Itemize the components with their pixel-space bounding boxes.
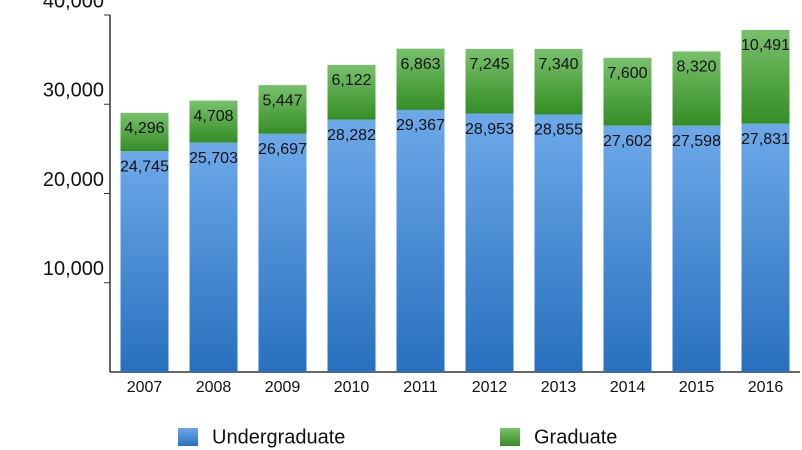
value-label: 7,340: [538, 56, 578, 73]
bar-segment: [534, 114, 583, 373]
value-label: 26,697: [258, 141, 307, 158]
value-label: 6,863: [400, 56, 440, 73]
value-label: 8,320: [676, 59, 716, 76]
bar-segment: [396, 48, 445, 110]
bar-segment: [189, 142, 238, 372]
legend-label: Graduate: [534, 426, 617, 448]
value-label: 7,600: [607, 65, 647, 82]
bar-segment: [327, 119, 376, 372]
y-tick-label: 40,000: [43, 0, 104, 12]
value-label: 27,831: [741, 131, 790, 148]
value-label: 25,703: [189, 150, 238, 167]
y-tick-label: 30,000: [43, 80, 104, 102]
bar-segment: [120, 151, 169, 372]
x-tick-label: 2010: [334, 379, 370, 396]
bar-segment: [672, 51, 721, 126]
legend-swatch: [178, 428, 198, 446]
value-label: 27,598: [672, 133, 721, 150]
y-tick-label: 20,000: [43, 169, 104, 191]
bar-segment: [258, 85, 307, 134]
bar-segment: [465, 113, 514, 372]
value-label: 7,245: [469, 56, 509, 73]
y-tick-label: 10,000: [43, 258, 104, 280]
bar-segment: [120, 112, 169, 152]
value-label: 4,296: [124, 120, 164, 137]
x-tick-label: 2014: [610, 379, 646, 396]
x-tick-label: 2016: [748, 379, 784, 396]
value-label: 28,282: [327, 127, 376, 144]
value-label: 5,447: [262, 92, 302, 109]
bar-segment: [741, 29, 790, 124]
x-tick-label: 2009: [265, 379, 301, 396]
bar-segment: [534, 48, 583, 115]
value-label: 27,602: [603, 133, 652, 150]
bar-segment: [465, 48, 514, 114]
x-tick-label: 2008: [196, 379, 232, 396]
bar-segment: [189, 100, 238, 143]
bar-segment: [672, 125, 721, 372]
x-tick-label: 2013: [541, 379, 577, 396]
value-label: 29,367: [396, 117, 445, 134]
value-label: 4,708: [193, 108, 233, 125]
bar-segment: [603, 125, 652, 372]
bar-segment: [741, 123, 790, 372]
value-label: 24,745: [120, 158, 169, 175]
legend-label: Undergraduate: [212, 426, 345, 448]
value-label: 28,953: [465, 121, 514, 138]
x-tick-label: 2015: [679, 379, 715, 396]
x-tick-label: 2011: [403, 379, 438, 396]
bar-segment: [396, 109, 445, 372]
value-label: 28,855: [534, 122, 583, 139]
x-tick-label: 2012: [472, 379, 508, 396]
x-tick-label: 2007: [127, 379, 163, 396]
bar-segment: [258, 133, 307, 372]
value-label: 10,491: [741, 37, 790, 54]
bar-segment: [327, 64, 376, 120]
value-label: 6,122: [331, 72, 371, 89]
legend-swatch: [500, 428, 520, 446]
bar-segment: [603, 57, 652, 126]
